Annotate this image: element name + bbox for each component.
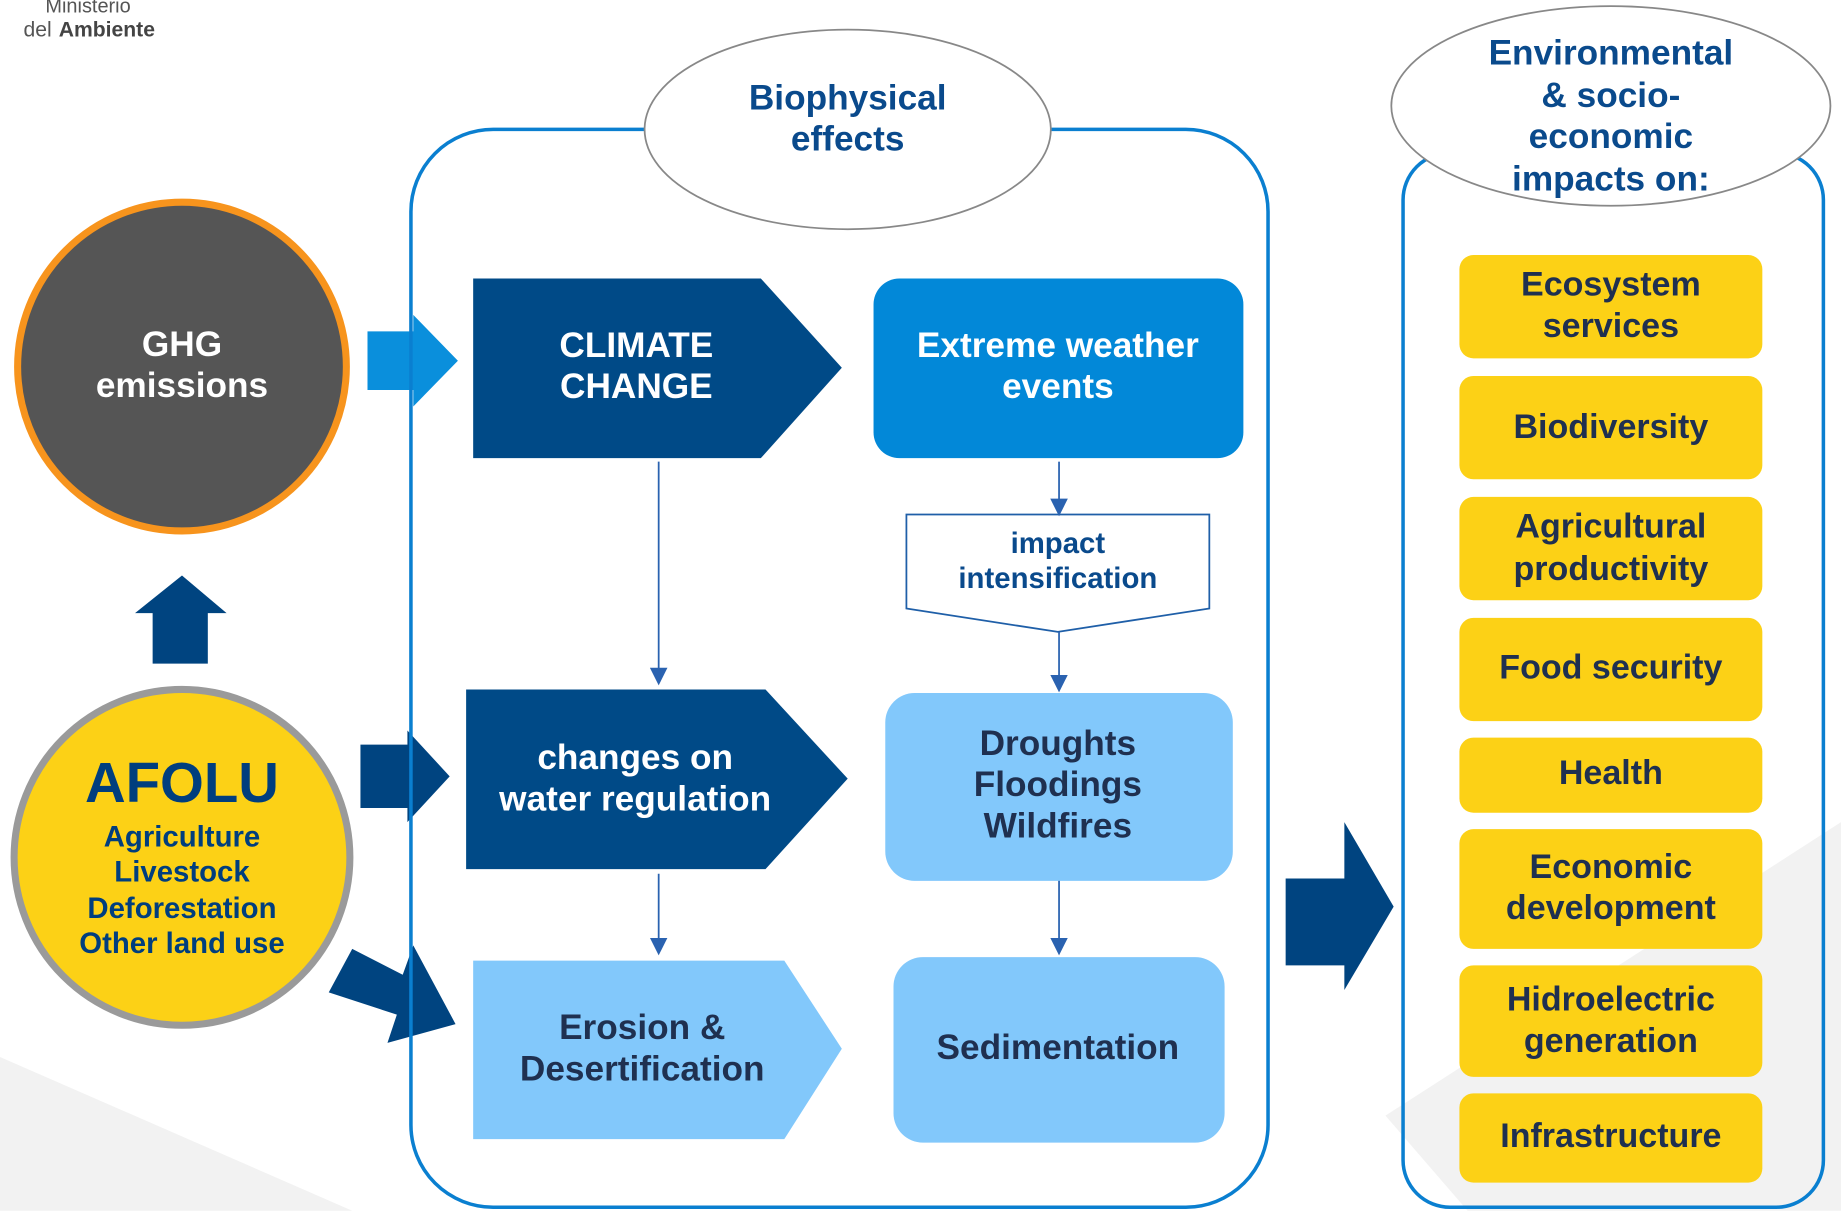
node-label: impact bbox=[1011, 527, 1106, 560]
header-label: & socio- bbox=[1541, 76, 1680, 115]
impact-label: productivity bbox=[1514, 550, 1709, 588]
arrow bbox=[1285, 822, 1394, 991]
impact-box bbox=[1459, 1093, 1763, 1183]
arrow bbox=[360, 730, 450, 823]
impact-label: Economic bbox=[1530, 848, 1693, 886]
header-label: Biophysical bbox=[749, 78, 947, 117]
extreme-weather-node bbox=[873, 278, 1244, 459]
header-label: economic bbox=[1529, 117, 1693, 156]
impact-label: Agricultural bbox=[1515, 508, 1706, 546]
header-ellipse bbox=[643, 28, 1052, 231]
afolu-item: Agriculture bbox=[104, 820, 261, 853]
impact-box bbox=[1459, 617, 1763, 722]
hazards-node bbox=[885, 692, 1233, 881]
impact-label: generation bbox=[1524, 1022, 1698, 1060]
header-label: effects bbox=[791, 119, 905, 158]
connectors bbox=[649, 461, 1068, 956]
afolu-item: Other land use bbox=[79, 927, 284, 960]
node-label: water regulation bbox=[498, 779, 771, 818]
impact-label: services bbox=[1543, 307, 1679, 345]
impact-label: Infrastructure bbox=[1500, 1117, 1721, 1155]
erosion-node bbox=[473, 960, 842, 1140]
arrow bbox=[328, 945, 456, 1043]
node-label: Droughts bbox=[980, 724, 1137, 763]
impact-label: development bbox=[1506, 889, 1716, 927]
afolu-title: AFOLU bbox=[85, 751, 279, 814]
header-label: impacts on: bbox=[1512, 159, 1710, 198]
afolu-item: Deforestation bbox=[87, 892, 276, 925]
impact-box bbox=[1459, 829, 1763, 949]
impact-label: Hidroelectric bbox=[1507, 981, 1715, 1019]
afolu-item: Livestock bbox=[114, 856, 250, 889]
logo-prefix: del bbox=[23, 18, 51, 41]
header-ellipse bbox=[1390, 5, 1832, 207]
impact-box bbox=[1459, 737, 1763, 813]
impact-label: Ecosystem bbox=[1521, 266, 1701, 304]
node-label: intensification bbox=[958, 562, 1157, 595]
node-label: Wildfires bbox=[984, 806, 1132, 845]
impact-box bbox=[1459, 375, 1763, 480]
ghg-circle bbox=[14, 198, 350, 535]
impact-box bbox=[1459, 496, 1763, 601]
logo-line1: Ministerio bbox=[45, 0, 130, 18]
afolu-circle bbox=[10, 685, 354, 1029]
sedimentation-node bbox=[893, 957, 1225, 1143]
node-label: Extreme weather bbox=[917, 326, 1199, 365]
water-regulation-node bbox=[466, 689, 848, 870]
impact-label: Biodiversity bbox=[1513, 408, 1708, 446]
node-label: Sedimentation bbox=[937, 1028, 1180, 1067]
node-label: Desertification bbox=[520, 1049, 765, 1088]
ghg-label: emissions bbox=[96, 366, 268, 405]
impact-intensification-node bbox=[905, 513, 1211, 633]
impact-label: Health bbox=[1559, 754, 1663, 792]
node-label: changes on bbox=[537, 738, 733, 777]
header-label: Environmental bbox=[1489, 34, 1734, 73]
node-label: CLIMATE bbox=[559, 326, 713, 365]
climate-change-node bbox=[473, 278, 842, 459]
impact-label: Food security bbox=[1499, 648, 1722, 686]
ghg-label: GHG bbox=[142, 325, 222, 364]
node-label: events bbox=[1002, 367, 1114, 406]
node-label: CHANGE bbox=[560, 367, 713, 406]
logo-bold: Ambiente bbox=[59, 18, 155, 41]
node-label: Erosion & bbox=[559, 1008, 725, 1047]
impact-box bbox=[1459, 255, 1763, 359]
arrow bbox=[135, 575, 227, 664]
impact-box bbox=[1459, 965, 1763, 1077]
node-label: Floodings bbox=[974, 765, 1142, 804]
bg-shape bbox=[0, 1056, 353, 1211]
